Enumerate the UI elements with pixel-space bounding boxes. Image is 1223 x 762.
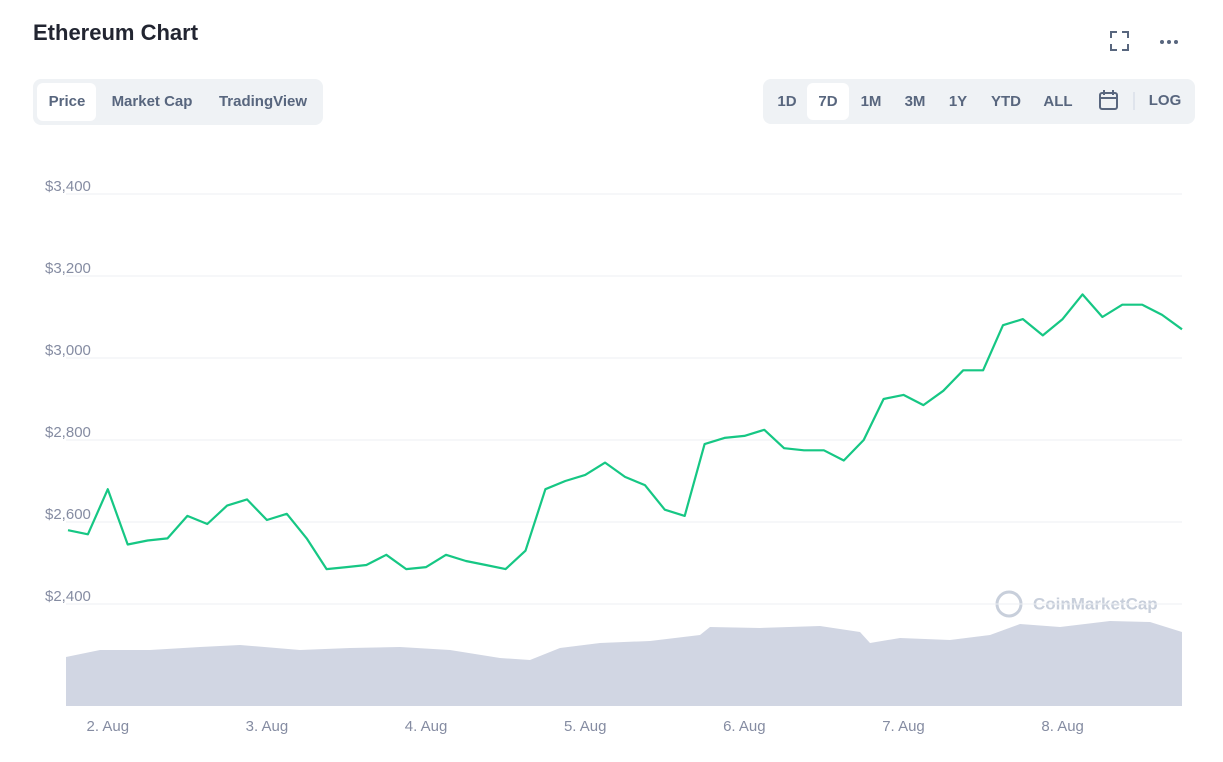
- x-tick-label: 6. Aug: [723, 718, 766, 735]
- range[interactable]: YTD: [991, 93, 1021, 110]
- active-tab: [37, 83, 96, 121]
- x-tick-label: 3. Aug: [246, 718, 289, 735]
- active-range: [807, 83, 849, 120]
- range[interactable]: 1D: [777, 93, 796, 110]
- range[interactable]: ALL: [1043, 93, 1072, 110]
- range[interactable]: 7D: [818, 93, 837, 110]
- tab[interactable]: TradingView: [219, 93, 307, 110]
- range[interactable]: 1M: [861, 93, 882, 110]
- more-icon[interactable]: [1160, 40, 1178, 44]
- y-tick-label: $2,400: [45, 588, 91, 605]
- x-tick-label: 4. Aug: [405, 718, 448, 735]
- range-group: [763, 79, 1195, 124]
- tab[interactable]: Price: [49, 93, 86, 110]
- fullscreen-icon[interactable]: [1110, 31, 1129, 51]
- price-line: [67, 293, 1183, 571]
- x-tick-label: 7. Aug: [882, 718, 925, 735]
- tab-group: [33, 79, 323, 125]
- y-tick-label: $3,400: [45, 178, 91, 195]
- calendar-icon[interactable]: [1099, 90, 1118, 110]
- x-tick-label: 8. Aug: [1041, 718, 1084, 735]
- y-tick-label: $3,000: [45, 342, 91, 359]
- range[interactable]: 3M: [905, 93, 926, 110]
- tab[interactable]: Market Cap: [112, 93, 193, 110]
- volume-area: [66, 621, 1182, 706]
- y-tick-label: $3,200: [45, 260, 91, 277]
- y-tick-label: $2,800: [45, 424, 91, 441]
- log-button[interactable]: LOG: [1149, 92, 1182, 109]
- x-tick-label: 5. Aug: [564, 718, 607, 735]
- chart-title: Ethereum Chart: [33, 20, 199, 45]
- x-tick-label: 2. Aug: [87, 718, 130, 735]
- y-tick-label: $2,600: [45, 506, 91, 523]
- range[interactable]: 1Y: [949, 93, 967, 110]
